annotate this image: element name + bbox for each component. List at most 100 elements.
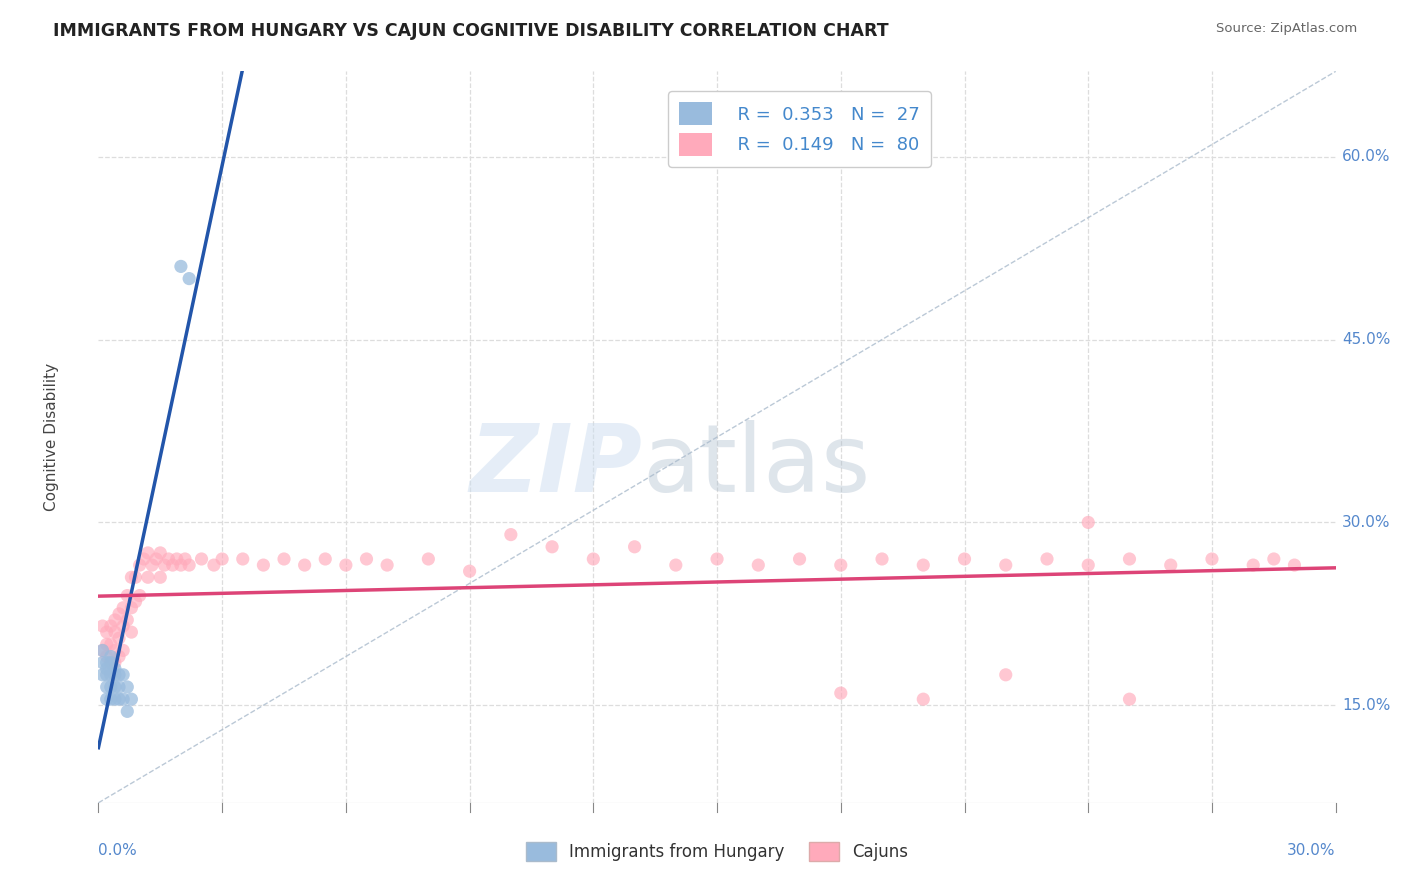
Point — [128, 589, 150, 603]
Point — [91, 619, 114, 633]
Point — [100, 649, 122, 664]
Point — [153, 558, 176, 573]
Text: 15.0%: 15.0% — [1341, 698, 1391, 713]
Point — [91, 643, 114, 657]
Point — [202, 558, 225, 573]
Text: 30.0%: 30.0% — [1341, 515, 1391, 530]
Point — [179, 558, 201, 573]
Point — [582, 552, 605, 566]
Point — [1077, 516, 1099, 530]
Point — [141, 558, 163, 573]
Point — [166, 552, 188, 566]
Point — [96, 625, 118, 640]
Point — [124, 595, 146, 609]
Text: atlas: atlas — [643, 420, 872, 512]
Point — [108, 607, 131, 621]
Point — [830, 686, 852, 700]
Text: Cognitive Disability: Cognitive Disability — [44, 363, 59, 511]
Point — [91, 667, 114, 682]
Point — [1160, 558, 1182, 573]
Point — [1077, 558, 1099, 573]
Point — [870, 552, 893, 566]
Point — [117, 589, 139, 603]
Text: 0.0%: 0.0% — [98, 843, 138, 858]
Point — [96, 667, 118, 682]
Point — [117, 705, 139, 719]
Point — [104, 680, 127, 694]
Point — [112, 643, 135, 657]
Point — [162, 558, 184, 573]
Text: ZIP: ZIP — [470, 420, 643, 512]
Point — [132, 552, 155, 566]
Point — [145, 552, 167, 566]
Point — [100, 637, 122, 651]
Point — [179, 271, 201, 285]
Point — [117, 613, 139, 627]
Point — [117, 680, 139, 694]
Text: IMMIGRANTS FROM HUNGARY VS CAJUN COGNITIVE DISABILITY CORRELATION CHART: IMMIGRANTS FROM HUNGARY VS CAJUN COGNITI… — [53, 22, 889, 40]
Point — [104, 643, 127, 657]
Point — [174, 552, 197, 566]
Point — [96, 656, 118, 670]
Point — [273, 552, 295, 566]
Point — [1284, 558, 1306, 573]
Point — [706, 552, 728, 566]
Point — [96, 662, 118, 676]
Point — [149, 546, 172, 560]
Point — [136, 546, 159, 560]
Point — [124, 570, 146, 584]
Point — [112, 667, 135, 682]
Legend: Immigrants from Hungary, Cajuns: Immigrants from Hungary, Cajuns — [519, 835, 915, 868]
Point — [1118, 552, 1140, 566]
Point — [104, 656, 127, 670]
Point — [994, 558, 1017, 573]
Point — [100, 680, 122, 694]
Point — [91, 656, 114, 670]
Point — [96, 637, 118, 651]
Point — [375, 558, 398, 573]
Point — [170, 558, 193, 573]
Point — [108, 667, 131, 682]
Point — [211, 552, 233, 566]
Point — [789, 552, 811, 566]
Point — [100, 667, 122, 682]
Point — [157, 552, 180, 566]
Point — [120, 570, 142, 584]
Point — [104, 667, 127, 682]
Point — [100, 692, 122, 706]
Point — [665, 558, 688, 573]
Point — [104, 613, 127, 627]
Point — [96, 649, 118, 664]
Point — [499, 527, 522, 541]
Point — [314, 552, 336, 566]
Point — [100, 619, 122, 633]
Point — [120, 625, 142, 640]
Point — [190, 552, 212, 566]
Point — [108, 649, 131, 664]
Point — [108, 632, 131, 646]
Text: Source: ZipAtlas.com: Source: ZipAtlas.com — [1216, 22, 1357, 36]
Point — [112, 692, 135, 706]
Point — [541, 540, 564, 554]
Point — [120, 692, 142, 706]
Point — [458, 564, 481, 578]
Point — [104, 662, 127, 676]
Point — [335, 558, 357, 573]
Point — [112, 600, 135, 615]
Point — [100, 656, 122, 670]
Point — [294, 558, 316, 573]
Point — [96, 680, 118, 694]
Point — [112, 619, 135, 633]
Point — [252, 558, 274, 573]
Point — [356, 552, 378, 566]
Point — [108, 680, 131, 694]
Point — [912, 692, 935, 706]
Point — [91, 643, 114, 657]
Point — [623, 540, 645, 554]
Point — [1118, 692, 1140, 706]
Point — [128, 558, 150, 573]
Point — [1036, 552, 1059, 566]
Point — [912, 558, 935, 573]
Point — [104, 692, 127, 706]
Point — [100, 656, 122, 670]
